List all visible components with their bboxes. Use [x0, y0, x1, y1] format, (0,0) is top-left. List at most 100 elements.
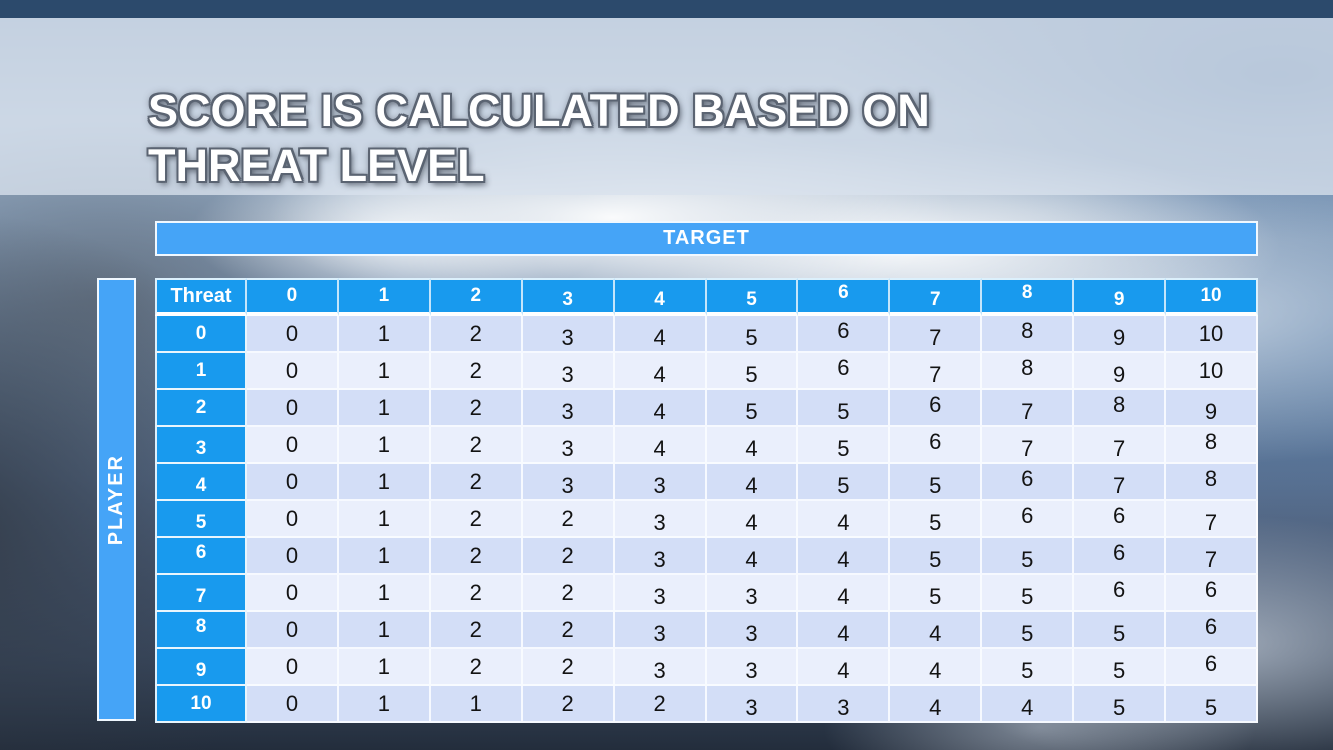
- score-cell-r1-c6: 6: [798, 353, 891, 390]
- score-cell-r6-c1: 1: [338, 538, 431, 575]
- score-cell-r8-c2: 2: [430, 612, 523, 649]
- score-cell-r6-c2: 2: [430, 538, 523, 575]
- header-row: Threat 0 1 2 3 4 5 6 7 8 9 10: [155, 278, 1258, 316]
- score-cell-r5-c5: 4: [706, 501, 799, 538]
- score-cell-r5-c6: 4: [798, 501, 891, 538]
- score-cell-r10-c1: 1: [338, 686, 431, 723]
- score-cell-r5-c4: 3: [614, 501, 707, 538]
- score-cell-r7-c7: 5: [890, 575, 983, 612]
- score-cell-r10-c6: 3: [798, 686, 891, 723]
- score-cell-r2-c3: 3: [522, 390, 615, 427]
- score-cell-r3-c6: 5: [798, 427, 891, 464]
- score-cell-r1-c3: 3: [522, 353, 615, 390]
- score-cell-r0-c10: 10: [1166, 316, 1258, 353]
- score-cell-r3-c7: 6: [890, 427, 983, 464]
- score-cell-r6-c9: 6: [1074, 538, 1167, 575]
- score-cell-r10-c7: 4: [890, 686, 983, 723]
- score-cell-r1-c8: 8: [982, 353, 1075, 390]
- score-cell-r3-c3: 3: [522, 427, 615, 464]
- col-header-0: 0: [247, 278, 339, 316]
- score-cell-r0-c4: 4: [614, 316, 707, 353]
- score-cell-r9-c2: 2: [430, 649, 523, 686]
- col-header-8: 8: [982, 278, 1075, 316]
- score-cell-r9-c0: 0: [247, 649, 339, 686]
- score-cell-r6-c7: 5: [890, 538, 983, 575]
- score-cell-r9-c9: 5: [1074, 649, 1167, 686]
- score-cell-r1-c10: 10: [1166, 353, 1258, 390]
- score-cell-r6-c6: 4: [798, 538, 891, 575]
- score-cell-r8-c10: 6: [1166, 612, 1258, 649]
- score-cell-r1-c5: 5: [706, 353, 799, 390]
- score-cell-r3-c10: 8: [1166, 427, 1258, 464]
- score-cell-r3-c8: 7: [982, 427, 1075, 464]
- score-cell-r4-c5: 4: [706, 464, 799, 501]
- row-header-4: 4: [155, 464, 247, 501]
- score-cell-r1-c1: 1: [338, 353, 431, 390]
- score-cell-r1-c7: 7: [890, 353, 983, 390]
- title-line-2: THREAT LEVEL: [148, 140, 485, 192]
- score-cell-r2-c10: 9: [1166, 390, 1258, 427]
- score-cell-r4-c8: 6: [982, 464, 1075, 501]
- score-cell-r5-c8: 6: [982, 501, 1075, 538]
- col-header-6: 6: [798, 278, 891, 316]
- score-cell-r2-c7: 6: [890, 390, 983, 427]
- score-cell-r4-c2: 2: [430, 464, 523, 501]
- score-cell-r4-c4: 3: [614, 464, 707, 501]
- score-cell-r2-c0: 0: [247, 390, 339, 427]
- score-cell-r10-c8: 4: [982, 686, 1075, 723]
- score-cell-r4-c1: 1: [338, 464, 431, 501]
- row-header-0: 0: [155, 316, 247, 353]
- score-cell-r2-c1: 1: [338, 390, 431, 427]
- score-cell-r8-c6: 4: [798, 612, 891, 649]
- score-cell-r5-c2: 2: [430, 501, 523, 538]
- score-cell-r10-c4: 2: [614, 686, 707, 723]
- score-cell-r2-c2: 2: [430, 390, 523, 427]
- score-cell-r10-c0: 0: [247, 686, 339, 723]
- score-cell-r3-c2: 2: [430, 427, 523, 464]
- score-cell-r9-c5: 3: [706, 649, 799, 686]
- score-cell-r2-c6: 5: [798, 390, 891, 427]
- score-cell-r2-c9: 8: [1074, 390, 1167, 427]
- table-row-10: 10 0 1 1 2 2 3 3 4 4 5 5: [155, 686, 1258, 723]
- score-cell-r8-c7: 4: [890, 612, 983, 649]
- table-row-0: 0 0 1 2 3 4 5 6 7 8 9 10: [155, 316, 1258, 353]
- col-header-1: 1: [338, 278, 431, 316]
- table-body: 0 0 1 2 3 4 5 6 7 8 9 10 1 0 1 2 3 4 5 6 7 8 9 10 2 0 1 2 3 4 5 5 6 7 8 9 3 0…: [155, 316, 1258, 723]
- player-header-bar: PLAYER: [97, 278, 136, 721]
- col-header-5: 5: [706, 278, 799, 316]
- score-cell-r5-c0: 0: [247, 501, 339, 538]
- score-cell-r0-c1: 1: [338, 316, 431, 353]
- row-header-1: 1: [155, 353, 247, 390]
- col-header-3: 3: [522, 278, 615, 316]
- target-label: TARGET: [663, 227, 750, 249]
- col-header-2: 2: [430, 278, 523, 316]
- score-cell-r3-c4: 4: [614, 427, 707, 464]
- row-header-6: 6: [155, 538, 247, 575]
- score-cell-r7-c9: 6: [1074, 575, 1167, 612]
- score-cell-r5-c3: 2: [522, 501, 615, 538]
- score-cell-r4-c0: 0: [247, 464, 339, 501]
- score-cell-r8-c4: 3: [614, 612, 707, 649]
- score-cell-r4-c7: 5: [890, 464, 983, 501]
- table-row-1: 1 0 1 2 3 4 5 6 7 8 9 10: [155, 353, 1258, 390]
- score-cell-r4-c3: 3: [522, 464, 615, 501]
- col-header-7: 7: [890, 278, 983, 316]
- score-cell-r3-c1: 1: [338, 427, 431, 464]
- score-cell-r7-c4: 3: [614, 575, 707, 612]
- score-cell-r0-c5: 5: [706, 316, 799, 353]
- title-line-1: SCORE IS CALCULATED BASED ON: [148, 85, 930, 137]
- score-cell-r8-c5: 3: [706, 612, 799, 649]
- table-header: Threat 0 1 2 3 4 5 6 7 8 9 10: [155, 278, 1258, 316]
- score-cell-r7-c10: 6: [1166, 575, 1258, 612]
- score-cell-r10-c5: 3: [706, 686, 799, 723]
- row-header-8: 8: [155, 612, 247, 649]
- target-header-bar: TARGET: [155, 221, 1258, 256]
- score-cell-r9-c6: 4: [798, 649, 891, 686]
- score-cell-r7-c3: 2: [522, 575, 615, 612]
- row-header-7: 7: [155, 575, 247, 612]
